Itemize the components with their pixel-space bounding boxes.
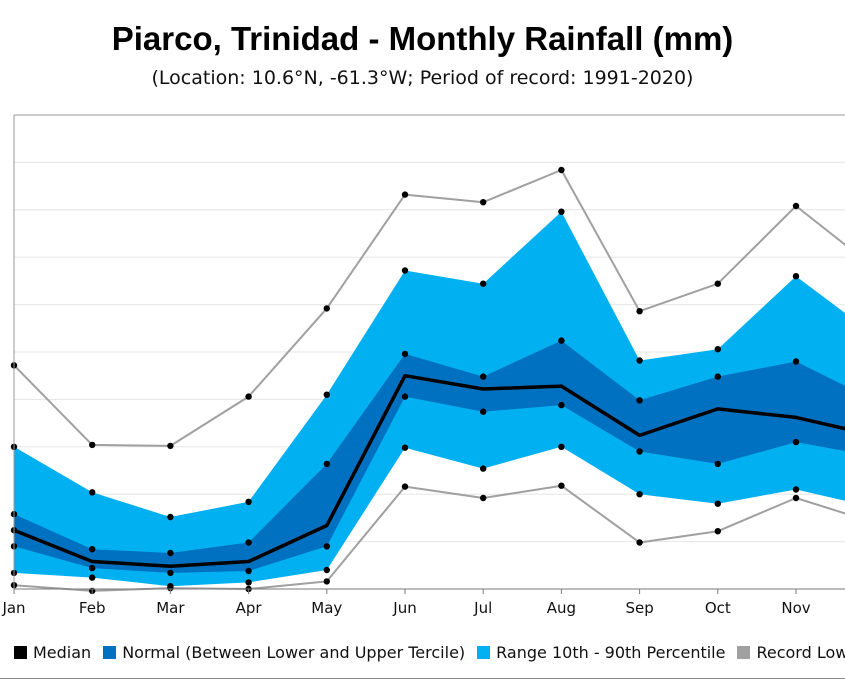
p90-point: [323, 391, 330, 398]
normal-upper-point: [636, 397, 643, 404]
p90-point: [167, 513, 174, 521]
p90-point: [245, 498, 252, 505]
record-low-point: [792, 494, 800, 502]
normal-lower-point: [480, 408, 487, 415]
normal-lower-point: [167, 569, 174, 577]
p10-point: [401, 444, 409, 451]
p10-point: [636, 491, 643, 498]
p10-point: [89, 574, 96, 581]
x-tick-label-apr: Apr: [236, 599, 263, 617]
record-high-point: [245, 393, 252, 400]
p90-point: [480, 280, 487, 287]
record-low-point: [323, 578, 330, 585]
normal-upper-point: [792, 358, 800, 365]
legend-swatch-median: [14, 645, 27, 659]
record-high-point: [167, 442, 174, 450]
normal-upper-point: [323, 460, 330, 468]
x-tick-labels: JanFebMarAprMayJunJulAugSepOctNovDec: [1, 599, 810, 617]
x-tick-label-aug: Aug: [547, 599, 576, 617]
legend-item-record: Record Low/H: [737, 643, 845, 662]
normal-upper-point: [480, 373, 487, 380]
record-high-point: [89, 441, 96, 449]
record-low-point: [636, 539, 643, 546]
x-tick-label-jul: Jul: [473, 599, 492, 617]
legend-item-median: Median: [14, 643, 91, 662]
legend-label-median: Median: [33, 642, 92, 662]
p90-point: [792, 273, 800, 280]
p10-point: [245, 579, 252, 586]
record-high-point: [636, 308, 643, 315]
bottom-rule: [0, 678, 845, 679]
record-high-point: [401, 191, 409, 198]
p90-point: [401, 267, 409, 274]
legend-item-normal: Normal (Between Lower and Upper Tercile): [103, 643, 465, 662]
normal-lower-point: [636, 448, 643, 455]
legend-label-record: Record Low/H: [756, 642, 845, 662]
normal-upper-point: [89, 546, 96, 553]
normal-lower-point: [558, 401, 565, 409]
normal-upper-point: [714, 373, 721, 380]
normal-upper-point: [245, 539, 252, 546]
legend-swatch-normal: [103, 645, 117, 659]
p90-point: [89, 489, 96, 496]
record-high-line: [13, 169, 845, 447]
normal-lower-point: [89, 564, 96, 572]
normal-upper-point: [401, 350, 409, 358]
p10-point: [167, 583, 174, 590]
normal-lower-point: [792, 438, 800, 446]
record-high-point: [480, 199, 487, 206]
x-tick-label-may: May: [311, 599, 342, 617]
record-high-point: [558, 166, 565, 174]
chart-subtitle: (Location: 10.6°N, -61.3°W; Period of re…: [151, 67, 694, 89]
p10-point: [792, 486, 800, 493]
x-axis: [13, 114, 845, 594]
p10-point: [480, 465, 487, 472]
record-low-point: [480, 494, 487, 502]
p90-point: [636, 357, 643, 364]
x-tick-label-jan: Jan: [1, 599, 25, 617]
record-high-point: [323, 305, 330, 312]
record-low-point: [714, 528, 721, 535]
legend-item-range: Range 10th - 90th Percentile: [477, 643, 725, 662]
p10-point: [323, 566, 330, 574]
p90-point: [558, 208, 565, 215]
x-tick-label-mar: Mar: [156, 599, 185, 617]
p10-point: [558, 443, 565, 450]
record-high-point: [714, 280, 721, 287]
chart-title: Piarco, Trinidad - Monthly Rainfall (mm): [111, 20, 734, 57]
legend-label-normal: Normal (Between Lower and Upper Tercile): [122, 642, 466, 662]
data-points: [10, 166, 800, 595]
x-tick-label-feb: Feb: [79, 599, 106, 617]
normal-upper-point: [558, 337, 565, 344]
record-high-point: [792, 202, 800, 210]
x-tick-label-nov: Nov: [781, 599, 810, 617]
legend-label-range: Range 10th - 90th Percentile: [496, 642, 726, 662]
normal-lower-point: [714, 460, 721, 468]
x-tick-label-oct: Oct: [705, 599, 731, 617]
x-tick-label-sep: Sep: [625, 599, 653, 617]
median-line: [13, 373, 845, 568]
record-low-point: [558, 482, 565, 489]
legend-swatch-record: [737, 645, 751, 659]
p10-point: [714, 500, 721, 507]
normal-upper-point: [167, 549, 174, 557]
x-tick-label-jun: Jun: [392, 599, 416, 617]
legend-swatch-range: [477, 645, 491, 659]
normal-lower-point: [323, 543, 330, 550]
record-low-point: [401, 483, 409, 490]
normal-lower-point: [401, 393, 409, 400]
legend: Median Normal (Between Lower and Upper T…: [14, 641, 845, 663]
p90-point: [714, 346, 721, 353]
normal-lower-point: [245, 567, 252, 575]
